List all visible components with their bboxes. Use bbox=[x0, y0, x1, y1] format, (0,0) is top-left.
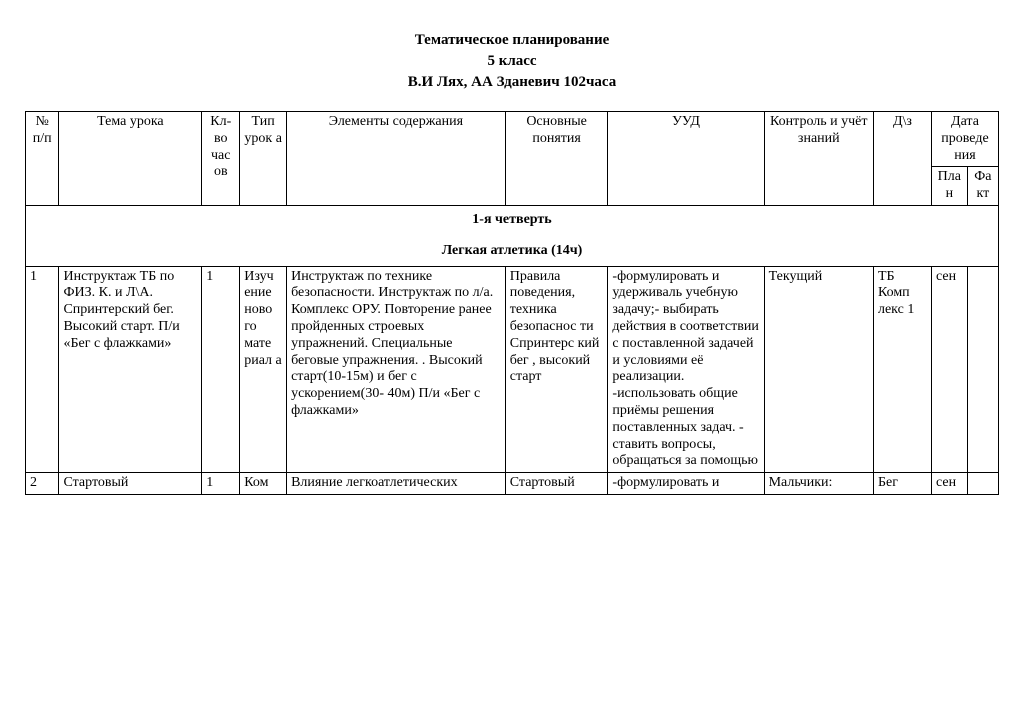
col-date: Дата проведе ния bbox=[931, 112, 998, 167]
quarter-heading: 1-я четверть bbox=[26, 212, 998, 229]
cell-uud: -формулировать и удерживаль учебную зада… bbox=[608, 266, 764, 473]
cell-uud: -формулировать и bbox=[608, 473, 764, 495]
cell-fact bbox=[967, 473, 998, 495]
col-homework: Д\з bbox=[873, 112, 931, 206]
table-row: 2 Стартовый 1 Ком Влияние легкоатлетичес… bbox=[26, 473, 999, 495]
cell-theme: Стартовый bbox=[59, 473, 202, 495]
col-fact: Фа кт bbox=[967, 167, 998, 206]
col-number: № п/п bbox=[26, 112, 59, 206]
cell-number: 1 bbox=[26, 266, 59, 473]
section-cell: 1-я четверть Легкая атлетика (14ч) bbox=[26, 205, 999, 266]
cell-hours: 1 bbox=[202, 473, 240, 495]
cell-homework: ТБ Комп лекс 1 bbox=[873, 266, 931, 473]
title-line-2: 5 класс bbox=[25, 51, 999, 72]
header-row-1: № п/п Тема урока Кл-во час ов Тип урок а… bbox=[26, 112, 999, 167]
col-uud: УУД bbox=[608, 112, 764, 206]
title-line-3: В.И Лях, АА Зданевич 102часа bbox=[25, 72, 999, 93]
col-concepts: Основные понятия bbox=[505, 112, 608, 206]
cell-concepts: Правила поведения, техника безопаснос ти… bbox=[505, 266, 608, 473]
col-theme: Тема урока bbox=[59, 112, 202, 206]
cell-homework: Бег bbox=[873, 473, 931, 495]
cell-control: Текущий bbox=[764, 266, 873, 473]
cell-type: Изуч ение ново го мате риал а bbox=[240, 266, 287, 473]
title-line-1: Тематическое планирование bbox=[25, 30, 999, 51]
cell-content: Влияние легкоатлетических bbox=[287, 473, 506, 495]
table-row: 1 Инструктаж ТБ по ФИЗ. К. и Л\А. Спринт… bbox=[26, 266, 999, 473]
cell-content: Инструктаж по технике безопасности. Инст… bbox=[287, 266, 506, 473]
topic-heading: Легкая атлетика (14ч) bbox=[26, 243, 998, 260]
planning-table: № п/п Тема урока Кл-во час ов Тип урок а… bbox=[25, 111, 999, 495]
cell-fact bbox=[967, 266, 998, 473]
document-title: Тематическое планирование 5 класс В.И Ля… bbox=[25, 30, 999, 93]
cell-number: 2 bbox=[26, 473, 59, 495]
col-hours: Кл-во час ов bbox=[202, 112, 240, 206]
cell-theme: Инструктаж ТБ по ФИЗ. К. и Л\А. Спринтер… bbox=[59, 266, 202, 473]
section-row: 1-я четверть Легкая атлетика (14ч) bbox=[26, 205, 999, 266]
cell-concepts: Стартовый bbox=[505, 473, 608, 495]
cell-hours: 1 bbox=[202, 266, 240, 473]
cell-plan: сен bbox=[931, 266, 967, 473]
col-type: Тип урок а bbox=[240, 112, 287, 206]
col-plan: Пла н bbox=[931, 167, 967, 206]
cell-type: Ком bbox=[240, 473, 287, 495]
col-control: Контроль и учёт знаний bbox=[764, 112, 873, 206]
cell-plan: сен bbox=[931, 473, 967, 495]
cell-control: Мальчики: bbox=[764, 473, 873, 495]
col-content: Элементы содержания bbox=[287, 112, 506, 206]
